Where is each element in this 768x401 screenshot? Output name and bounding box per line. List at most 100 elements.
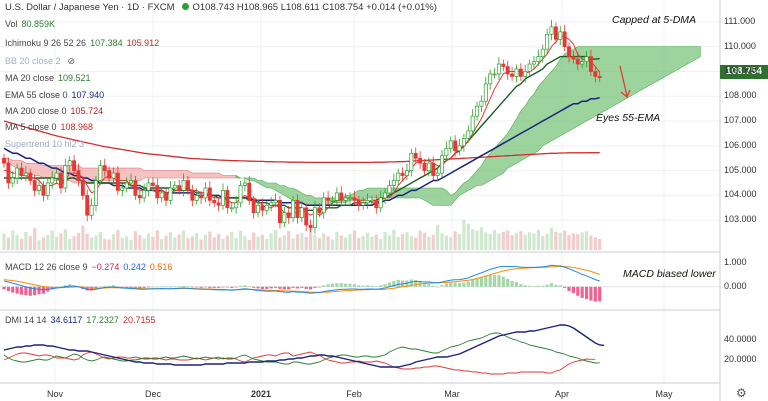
volume-bar xyxy=(282,235,286,250)
legend-ichimoku[interactable]: Ichimoku 9 26 52 26 107.384 105.912 xyxy=(5,38,163,49)
candle xyxy=(216,202,221,206)
volume-bar xyxy=(199,239,203,250)
candle xyxy=(470,115,475,132)
price-tick-label: 108.000 xyxy=(724,90,757,101)
volume-bar xyxy=(177,234,181,250)
volume-bar xyxy=(90,237,94,250)
macd-histogram-bar xyxy=(168,286,173,288)
candle xyxy=(356,199,361,206)
legend-vol[interactable]: Vol 80.859K xyxy=(5,19,59,30)
macd-histogram-bar xyxy=(129,286,133,288)
volume-bar xyxy=(576,233,580,250)
minus-di-value: 20.7155 xyxy=(122,315,156,325)
candle xyxy=(409,152,414,171)
hidden-eye-icon[interactable]: ⊘ xyxy=(67,56,76,66)
candle xyxy=(94,180,98,206)
macd-histogram-bar xyxy=(379,285,383,287)
volume-bar xyxy=(252,232,256,250)
macd-histogram-bar xyxy=(584,286,589,299)
candle xyxy=(15,167,20,179)
volume-bar xyxy=(449,237,453,250)
volume-bars xyxy=(2,219,602,250)
macd-histogram-bar xyxy=(357,285,361,287)
legend-ma5[interactable]: MA 5 close 0 108.968 xyxy=(5,122,97,133)
legend-macd[interactable]: MACD 12 26 close 9 −0.274 0.242 0.516 xyxy=(5,262,176,273)
macd-histogram-bar xyxy=(37,286,41,295)
macd-histogram-bar xyxy=(203,286,208,288)
candle xyxy=(54,172,59,179)
market-open-dot-icon xyxy=(181,3,189,10)
candle xyxy=(229,207,234,210)
macd-histogram-bar xyxy=(475,277,479,287)
legend-ma20[interactable]: MA 20 close 109.521 xyxy=(5,73,95,84)
symbol-header[interactable]: U.S. Dollar / Japanese Yen · 1D · FXCM O1… xyxy=(5,2,441,13)
candle xyxy=(483,83,488,102)
macd-histogram-bar xyxy=(457,283,462,287)
candle xyxy=(492,73,497,76)
candle xyxy=(72,160,77,171)
volume-bar xyxy=(558,232,562,250)
volume-bar xyxy=(584,231,589,250)
macd-histogram-bar xyxy=(151,286,155,288)
volume-bar xyxy=(322,233,326,250)
volume-bar xyxy=(436,225,440,250)
macd-histogram-bar xyxy=(59,286,63,287)
candle xyxy=(597,76,602,78)
macd-histogram-bar xyxy=(348,283,352,287)
legend-ma200[interactable]: MA 200 close 0 105.724 xyxy=(5,106,107,117)
volume-bar xyxy=(549,227,554,250)
dmi-tick-label: 20.0000 xyxy=(724,354,757,364)
symbol-title[interactable]: U.S. Dollar / Japanese Yen · 1D · FXCM xyxy=(5,2,175,13)
candle xyxy=(221,190,225,206)
legend-dmi[interactable]: DMI 14 14 34.6117 17.2327 20.7155 xyxy=(5,315,160,326)
macd-histogram-bar xyxy=(238,285,243,287)
macd-histogram-bar xyxy=(549,283,554,287)
candle xyxy=(242,182,247,186)
candle xyxy=(466,130,471,139)
volume-bar xyxy=(510,235,514,250)
volume-bar xyxy=(54,236,59,250)
candle xyxy=(374,199,379,209)
candle xyxy=(133,180,138,196)
legend-supertrend[interactable]: Supertrend 10 hl2 3 xyxy=(5,139,88,150)
candle xyxy=(339,192,344,201)
volume-bar xyxy=(15,234,19,250)
macd-histogram-bar xyxy=(510,280,514,287)
volume-bar xyxy=(11,230,15,250)
volume-bar xyxy=(181,230,186,250)
volume-bar xyxy=(129,240,133,250)
volume-bar xyxy=(103,238,107,250)
macd-histogram-bar xyxy=(335,283,339,287)
macd-histogram-bar xyxy=(146,286,151,288)
volume-bar xyxy=(418,230,422,250)
gear-icon[interactable]: ⚙ xyxy=(736,386,747,400)
candle xyxy=(124,182,129,189)
volume-bar xyxy=(519,231,523,250)
legend-ema55[interactable]: EMA 55 close 0 107.940 xyxy=(5,90,108,101)
candle xyxy=(76,170,81,181)
candle xyxy=(190,190,195,201)
legend-bb[interactable]: BB 20 close 2 ⊘ xyxy=(5,56,79,67)
macd-histogram-bar xyxy=(589,286,593,301)
candle xyxy=(440,155,444,174)
macd-histogram-bar xyxy=(230,286,234,288)
volume-bar xyxy=(24,232,28,250)
candle xyxy=(536,56,541,62)
volume-bar xyxy=(444,235,448,250)
macd-histogram-bar xyxy=(392,280,396,287)
macd-histogram-bar xyxy=(265,286,269,289)
candle xyxy=(545,33,550,50)
volume-bar xyxy=(2,233,6,250)
adx-value: 34.6117 xyxy=(50,315,83,325)
macd-histogram-bar xyxy=(85,286,89,291)
macd-histogram-bar xyxy=(598,286,602,302)
candle xyxy=(313,207,317,228)
candle xyxy=(496,63,501,75)
volume-bar xyxy=(344,237,348,250)
volume-bar xyxy=(256,236,260,250)
macd-histogram-bar xyxy=(576,286,580,296)
dmi-label: DMI 14 14 xyxy=(5,315,47,325)
macd-histogram-bar xyxy=(326,284,330,287)
candle xyxy=(348,197,352,200)
candle xyxy=(291,199,296,219)
